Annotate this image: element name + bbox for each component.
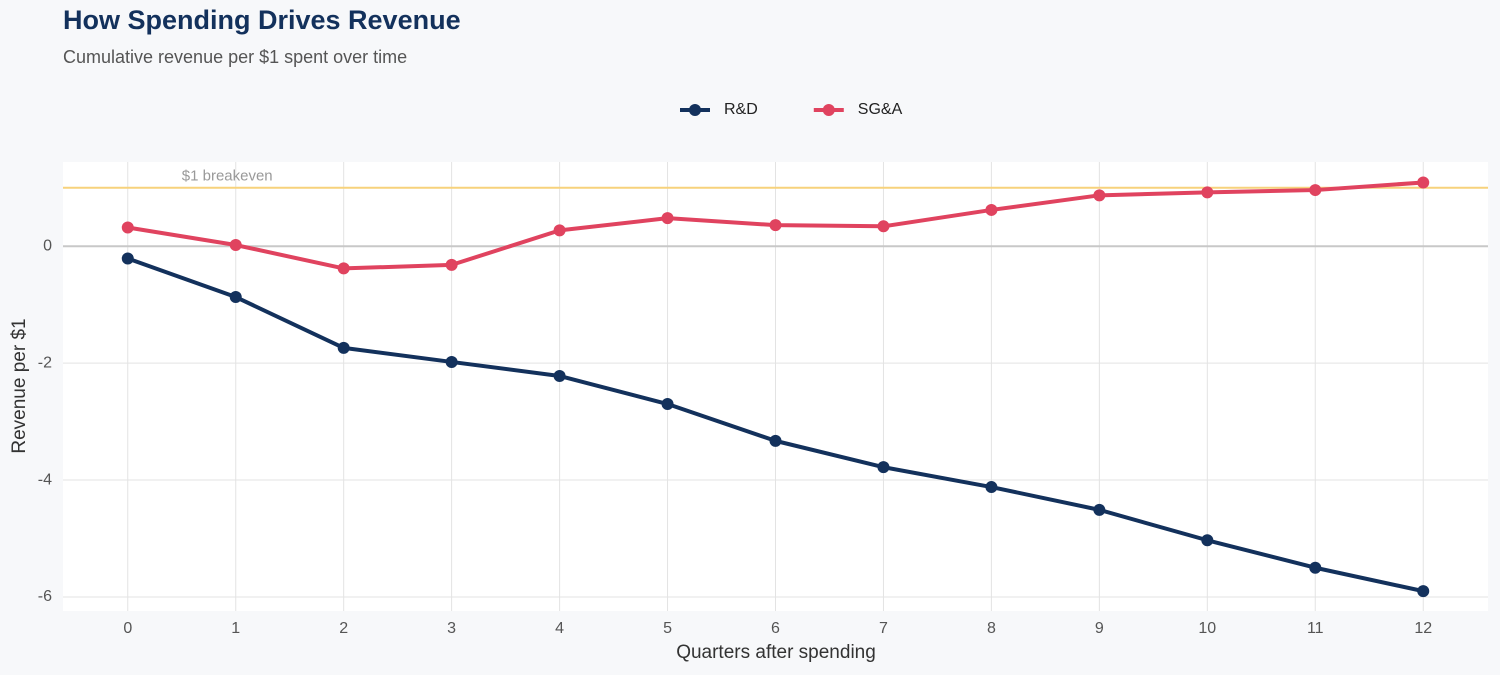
legend-label: R&D [724, 101, 758, 118]
legend-marker [689, 104, 701, 116]
x-tick-label: 8 [987, 620, 996, 637]
x-tick-label: 9 [1095, 620, 1104, 637]
y-tick-label: -6 [38, 588, 52, 605]
x-tick-label: 1 [231, 620, 240, 637]
x-tick-label: 2 [339, 620, 348, 637]
legend-marker [822, 104, 835, 116]
x-tick-label: 4 [555, 620, 564, 637]
data-point [985, 481, 998, 494]
data-point [769, 219, 782, 232]
x-tick-label: 11 [1307, 620, 1324, 637]
data-point [121, 252, 134, 265]
x-tick-label: 0 [123, 620, 132, 637]
y-tick-label: -2 [38, 354, 52, 371]
x-tick-label: 7 [879, 620, 888, 637]
data-point [445, 355, 458, 368]
data-point [769, 434, 782, 447]
x-axis-label: Quarters after spending [676, 642, 876, 663]
data-point [877, 461, 890, 474]
y-tick-label: -4 [38, 471, 52, 488]
data-point [337, 341, 350, 354]
data-point [553, 369, 566, 382]
data-point [445, 258, 458, 271]
data-point [985, 203, 998, 216]
chart-subtitle: Cumulative revenue per $1 spent over tim… [63, 47, 407, 67]
data-point [121, 221, 134, 234]
data-point [661, 398, 674, 411]
reference-label: $1 breakeven [182, 168, 273, 185]
data-point [877, 220, 890, 233]
y-tick-label: 0 [43, 237, 52, 254]
legend-label: SG&A [858, 101, 903, 118]
x-tick-label: 10 [1198, 620, 1216, 637]
data-point [1201, 186, 1214, 199]
data-point [1417, 585, 1430, 598]
data-point [229, 291, 242, 304]
data-point [1309, 184, 1322, 197]
data-point [229, 239, 242, 252]
chart-title: How Spending Drives Revenue [63, 5, 461, 35]
data-point [1309, 561, 1322, 574]
data-point [1201, 534, 1214, 547]
data-point [337, 262, 350, 275]
data-point [1093, 189, 1106, 202]
data-point [1417, 176, 1430, 189]
x-tick-label: 12 [1414, 620, 1432, 637]
data-point [553, 224, 566, 237]
x-tick-label: 6 [771, 620, 780, 637]
data-point [1093, 503, 1106, 516]
data-point [661, 212, 674, 225]
x-tick-label: 3 [447, 620, 456, 637]
y-axis-label: Revenue per $1 [9, 318, 30, 453]
x-tick-label: 5 [663, 620, 672, 637]
